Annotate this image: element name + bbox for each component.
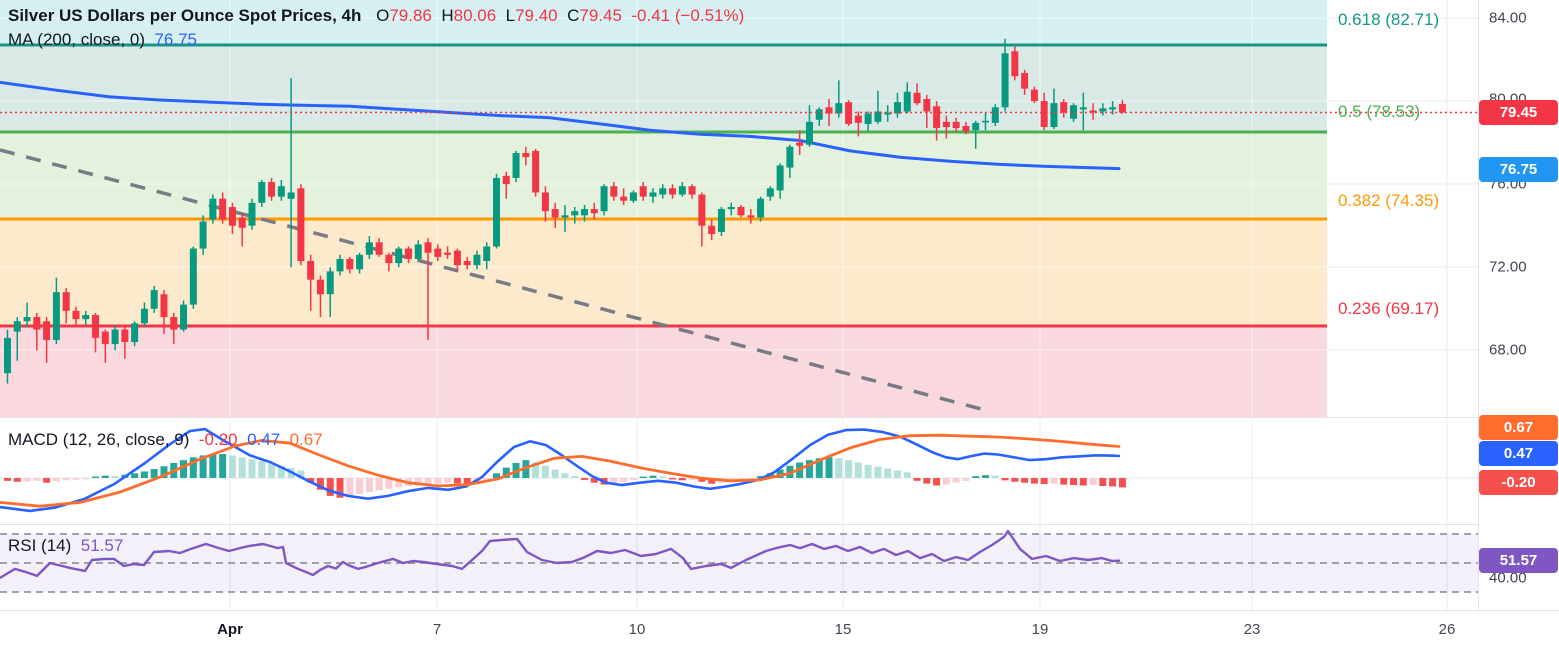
open-label: O: [376, 6, 390, 25]
time-axis-label: 7: [432, 621, 442, 638]
macd-signal-value: 0.67: [289, 430, 323, 449]
chart-plot-area[interactable]: [0, 0, 1478, 610]
panel-separator-macd-rsi[interactable]: [0, 524, 1478, 525]
symbol-title: Silver US Dollars per Ounce Spot Prices,…: [8, 6, 362, 25]
close-value: 79.45: [579, 6, 622, 25]
high-value: 80.06: [453, 6, 497, 25]
price-axis-label: 72.00: [1489, 258, 1527, 276]
low-label: L: [505, 6, 516, 25]
macd-line-value: 0.47: [247, 430, 281, 449]
fib-level-label: 0.382 (74.35): [1338, 191, 1440, 210]
rsi-legend: RSI (14) 51.57: [8, 536, 123, 556]
time-axis-label: 15: [834, 621, 852, 638]
axis-value-badge: 51.57: [1479, 547, 1558, 573]
ma-label: MA (200, close, 0): [8, 30, 146, 49]
ma-value: 76.75: [154, 30, 198, 49]
low-value: 79.40: [515, 6, 558, 25]
macd-legend: MACD (12, 26, close, 9) -0.20 0.47 0.67: [8, 430, 323, 450]
fib-level-label: 0.236 (69.17): [1338, 299, 1440, 318]
header-legend: Silver US Dollars per Ounce Spot Prices,…: [8, 6, 744, 26]
ma-legend: MA (200, close, 0) 76.75: [8, 30, 197, 50]
macd-label: MACD (12, 26, close, 9): [8, 430, 190, 449]
change-value: -0.41 (−0.51%): [631, 6, 745, 25]
panel-separator-main-macd[interactable]: [0, 417, 1478, 418]
time-axis-label: 10: [628, 621, 646, 638]
axis-value-badge: 0.47: [1479, 440, 1558, 466]
price-axis-label: 40.00: [1489, 569, 1527, 587]
fib-level-label: 0.5 (78.53): [1338, 102, 1421, 121]
time-axis-label: 19: [1031, 621, 1049, 638]
rsi-label: RSI (14): [8, 536, 72, 555]
rsi-value: 51.57: [80, 536, 124, 555]
time-axis-label: 23: [1243, 621, 1261, 638]
axis-value-badge: -0.20: [1479, 469, 1558, 495]
axis-value-badge: 79.45: [1479, 99, 1558, 125]
time-axis[interactable]: Apr 7 10 15 19 23 26: [0, 610, 1559, 646]
price-axis-label: 84.00: [1489, 9, 1527, 27]
macd-hist-value: -0.20: [198, 430, 238, 449]
price-axis-label: 68.00: [1489, 341, 1527, 359]
high-label: H: [441, 6, 454, 25]
time-axis-label: Apr: [217, 621, 243, 638]
axis-value-badge: 76.75: [1479, 156, 1558, 182]
axis-value-badge: 0.67: [1479, 414, 1558, 440]
close-label: C: [567, 6, 580, 25]
open-value: 79.86: [389, 6, 432, 25]
time-axis-label: 26: [1438, 621, 1456, 638]
fib-level-label: 0.618 (82.71): [1338, 10, 1440, 29]
